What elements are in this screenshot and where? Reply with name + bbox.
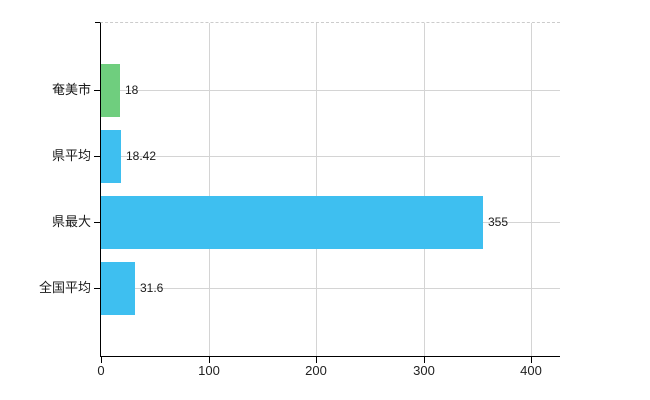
- category-tick: [94, 288, 100, 289]
- vertical-gridline: [531, 23, 532, 356]
- bar-2: [101, 130, 121, 183]
- x-axis-tick: [101, 357, 102, 363]
- category-tick: [94, 156, 100, 157]
- x-axis-tick: [316, 357, 317, 363]
- x-tick-label: 100: [198, 363, 220, 378]
- vertical-gridline: [316, 23, 317, 356]
- horizontal-gridline: [101, 288, 560, 289]
- bar-1: [101, 64, 120, 117]
- x-tick-label: 300: [413, 363, 435, 378]
- x-axis-tick: [531, 357, 532, 363]
- x-axis-tick: [424, 357, 425, 363]
- plot-area: 18 18.42 355 31.6: [100, 22, 560, 357]
- value-label: 355: [488, 215, 509, 229]
- x-axis-tick: [209, 357, 210, 363]
- y-axis-end-tick: [95, 22, 100, 23]
- x-tick-label: 0: [97, 363, 105, 378]
- category-label: 県最大: [51, 214, 91, 229]
- category-label: 全国平均: [38, 280, 91, 295]
- category-tick: [94, 222, 100, 223]
- category-label: 県平均: [51, 148, 91, 163]
- value-label: 18.42: [126, 149, 157, 163]
- category-tick: [94, 90, 100, 91]
- x-tick-label: 200: [305, 363, 327, 378]
- bar-4: [101, 262, 135, 315]
- value-label: 31.6: [140, 281, 164, 295]
- vertical-gridline: [424, 23, 425, 356]
- bar-3: [101, 196, 483, 249]
- x-tick-label: 400: [520, 363, 542, 378]
- vertical-gridline: [209, 23, 210, 356]
- category-label: 奄美市: [51, 82, 91, 97]
- horizontal-gridline: [101, 90, 560, 91]
- value-label: 18: [125, 83, 139, 97]
- horizontal-gridline: [101, 156, 560, 157]
